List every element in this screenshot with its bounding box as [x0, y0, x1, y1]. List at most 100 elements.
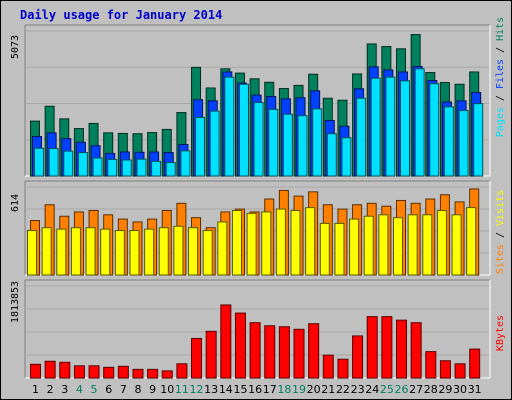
kbytes-bar-21 [322, 354, 334, 379]
kbytes-bar-2 [44, 360, 56, 379]
legend-2: Sites / Visits [495, 190, 506, 274]
series-pages [34, 68, 484, 177]
legend-item-visits: Visits [495, 190, 506, 226]
kbytes-bar-20 [308, 323, 320, 379]
pages-bar-3 [63, 150, 74, 177]
visits-bar-9 [144, 228, 155, 276]
day-label-22: 22 [336, 383, 350, 396]
day-label-16: 16 [248, 383, 262, 396]
pages-bar-14 [224, 76, 235, 177]
kbytes-bar-29 [439, 360, 451, 379]
kbytes-bar-30 [454, 363, 466, 379]
pages-bar-18 [282, 113, 293, 177]
kbytes-bar-9 [147, 368, 159, 379]
pages-bar-17 [268, 108, 279, 177]
kbytes-bar-14 [220, 304, 232, 379]
visits-bar-11 [173, 225, 184, 276]
pages-bar-24 [370, 77, 381, 177]
pages-bar-26 [400, 80, 410, 177]
chart-title: Daily usage for January 2014 [20, 8, 222, 22]
day-label-11: 11 [175, 383, 189, 396]
pages-bar-20 [312, 108, 323, 177]
kbytes-bar-22 [337, 358, 349, 379]
day-label-21: 21 [321, 383, 335, 396]
kbytes-bar-25 [381, 316, 393, 379]
visits-bar-12 [188, 227, 199, 276]
pages-bar-16 [253, 102, 264, 177]
panel-2: 614 Sites / Visits [10, 180, 506, 276]
day-label-18: 18 [277, 383, 291, 396]
pages-bar-10 [165, 162, 176, 177]
day-label-6: 6 [105, 383, 112, 396]
pages-bar-6 [107, 158, 118, 177]
legend-separator: / [495, 41, 506, 59]
visits-bar-13 [202, 230, 213, 276]
day-label-4: 4 [76, 383, 83, 396]
day-label-25: 25 [380, 383, 394, 396]
kbytes-bar-5 [88, 365, 100, 379]
kbytes-bar-13 [205, 330, 217, 379]
day-label-19: 19 [292, 383, 306, 396]
visits-bar-20 [305, 207, 316, 276]
kbytes-bar-23 [352, 335, 364, 379]
day-label-12: 12 [190, 383, 204, 396]
visits-bar-29 [436, 210, 447, 276]
day-label-17: 17 [263, 383, 277, 396]
visits-bar-26 [393, 217, 403, 276]
chart-panels: 5073 Pages / Files / Hits 614 Sites / Visit… [10, 17, 506, 379]
panel-1: 5073 Pages / Files / Hits [10, 17, 506, 177]
kbytes-bar-10 [161, 370, 173, 379]
kbytes-bar-8 [132, 368, 144, 379]
legend-separator: / [495, 89, 506, 107]
day-label-20: 20 [307, 383, 321, 396]
visits-bar-3 [56, 228, 67, 276]
kbytes-bar-24 [366, 316, 378, 379]
visits-bar-6 [100, 228, 111, 276]
visits-bar-7 [114, 230, 125, 276]
visits-bar-24 [363, 215, 374, 276]
day-label-29: 29 [438, 383, 452, 396]
pages-bar-21 [326, 133, 337, 177]
pages-bar-30 [458, 110, 469, 177]
kbytes-bar-18 [278, 326, 290, 379]
visits-bar-8 [129, 230, 140, 276]
kbytes-bar-1 [30, 363, 41, 379]
visits-bar-18 [275, 208, 286, 276]
visits-bar-16 [246, 212, 257, 276]
series-kbytes [30, 304, 481, 379]
pages-bar-5 [92, 157, 103, 177]
day-label-23: 23 [351, 383, 365, 396]
visits-bar-17 [261, 211, 272, 276]
pages-bar-1 [34, 147, 44, 177]
day-axis: 1 2 3 4 5 6 7 8 9 10 11 12 13 14 15 16 17 18 19 20 21 22 23 24 2… [32, 383, 482, 396]
visits-bar-15 [231, 210, 242, 276]
day-label-30: 30 [453, 383, 467, 396]
kbytes-bar-6 [103, 366, 115, 379]
day-label-5: 5 [91, 383, 98, 396]
day-label-31: 31 [468, 383, 482, 396]
pages-bar-29 [443, 106, 454, 177]
kbytes-bar-27 [410, 322, 422, 379]
visits-bar-2 [41, 227, 52, 276]
day-label-9: 9 [149, 383, 156, 396]
visits-bar-21 [319, 222, 330, 276]
legend-item-kbytes: KBytes [495, 315, 506, 351]
pages-bar-11 [180, 150, 191, 177]
y-max-label: 614 [10, 194, 21, 212]
visits-bar-23 [349, 218, 360, 276]
kbytes-bar-3 [59, 361, 71, 379]
kbytes-bar-12 [191, 337, 203, 379]
legend-item-hits: Hits [495, 17, 506, 41]
pages-bar-13 [209, 110, 220, 177]
day-label-14: 14 [219, 383, 233, 396]
legend-3: KBytes [495, 315, 506, 351]
pages-bar-7 [121, 159, 132, 177]
y-max-label: 5073 [10, 35, 21, 59]
visits-bar-27 [407, 214, 418, 276]
legend-item-pages: Pages [495, 107, 506, 137]
pages-bar-31 [473, 103, 484, 177]
legend-item-files: Files [495, 59, 506, 89]
visits-bar-28 [422, 214, 433, 276]
legend-1: Pages / Files / Hits [495, 17, 506, 137]
